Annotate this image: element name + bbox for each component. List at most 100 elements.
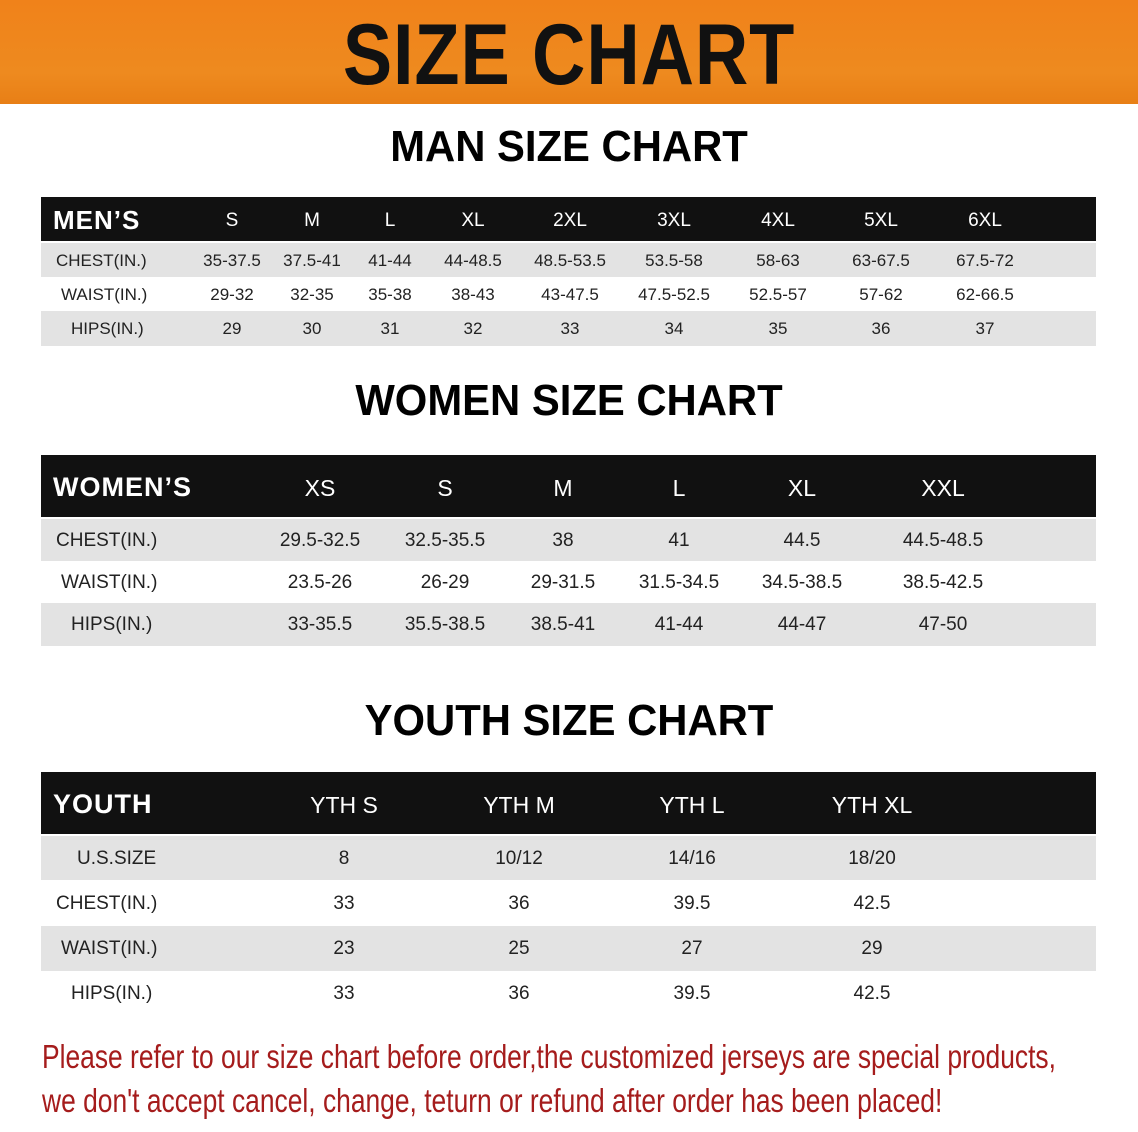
table-cell: 33-35.5 (287, 614, 353, 635)
size-header: YTH L (659, 791, 725, 818)
table-row: HIPS(IN.) 29 30 31 32 33 34 35 36 37 (41, 311, 1096, 346)
table-cell: 26-29 (420, 571, 470, 593)
row-label: WAIST(IN.) (61, 938, 158, 959)
women-title: WOMEN SIZE CHART (355, 376, 783, 425)
table-cell: 29 (222, 319, 242, 338)
size-header: 5XL (864, 209, 898, 231)
table-row: WAIST(IN.) 23.5-26 26-29 29-31.5 31.5-34.5 34… (41, 561, 1096, 603)
table-cell: 53.5-58 (645, 250, 703, 270)
table-row: WAIST(IN.) 29-32 32-35 35-38 38-43 43-47.5 47.… (41, 277, 1096, 311)
table-cell: 48.5-53.5 (534, 250, 606, 270)
header-row: WOMEN’S XS S M L XL XXL (41, 455, 1096, 517)
table-cell: 8 (338, 847, 350, 869)
table-cell: 18/20 (848, 847, 896, 869)
notice-line-1: Please refer to our size chart before or… (42, 1038, 1056, 1075)
table-cell: 38-43 (451, 284, 495, 304)
youth-title: YOUTH SIZE CHART (364, 696, 774, 745)
size-header: 6XL (968, 209, 1002, 231)
table-cell: 41 (668, 529, 690, 551)
table-cell: 33 (333, 983, 355, 1004)
youth-size-table: YOUTH YTH S YTH M YTH L YTH XL U.S.SIZE 8 10/12… (41, 772, 1096, 1016)
table-cell: 32.5-35.5 (404, 529, 486, 551)
table-cell: 36 (508, 892, 530, 914)
size-header: YTH S (310, 791, 378, 818)
row-label: CHEST(IN.) (56, 529, 158, 551)
size-header: M (304, 209, 320, 231)
table-cell: 37.5-41 (283, 250, 341, 270)
banner-title: SIZE CHART (342, 7, 796, 103)
row-label: WAIST(IN.) (61, 571, 158, 593)
table-cell: 29.5-32.5 (279, 529, 361, 551)
size-header: 3XL (657, 209, 691, 231)
table-cell: 41-44 (654, 614, 704, 635)
table-cell: 41-44 (368, 250, 412, 270)
table-cell: 39.5 (673, 892, 711, 914)
table-cell: 44-48.5 (444, 250, 502, 270)
table-cell: 43-47.5 (541, 284, 599, 304)
table-cell: 37 (975, 319, 995, 338)
table-cell: 42.5 (853, 892, 891, 914)
corner-label: YOUTH (53, 788, 153, 819)
table-cell: 32-35 (290, 284, 334, 304)
size-header: L (672, 474, 686, 501)
table-cell: 44.5-48.5 (902, 529, 984, 551)
men-size-table: MEN’S S M L XL 2XL 3XL 4XL 5XL 6XL CHEST(IN.) 35-37… (41, 197, 1096, 346)
size-header: 2XL (553, 209, 587, 231)
table-cell: 36 (871, 319, 891, 338)
size-header: YTH M (483, 791, 555, 818)
table-cell: 35-38 (368, 284, 412, 304)
table-cell: 29-32 (210, 284, 254, 304)
size-header: S (437, 474, 453, 501)
table-cell: 23 (333, 938, 355, 959)
table-cell: 35-37.5 (203, 250, 261, 270)
corner-label: WOMEN’S (53, 471, 192, 502)
header-row: YOUTH YTH S YTH M YTH L YTH XL (41, 772, 1096, 834)
row-label: CHEST(IN.) (56, 250, 147, 270)
table-cell: 44.5 (783, 529, 821, 551)
table-cell: 25 (508, 938, 530, 959)
header-row: MEN’S S M L XL 2XL 3XL 4XL 5XL 6XL (41, 197, 1096, 241)
row-label: WAIST(IN.) (61, 284, 148, 304)
table-cell: 27 (681, 938, 703, 959)
table-row: WAIST(IN.) 23 25 27 29 (41, 926, 1096, 971)
row-label: HIPS(IN.) (71, 319, 144, 338)
table-row: CHEST(IN.) 35-37.5 37.5-41 41-44 44-48.5 48.5… (41, 243, 1096, 277)
table-cell: 29 (861, 938, 883, 959)
banner: SIZE CHART (0, 0, 1138, 104)
table-cell: 35.5-38.5 (404, 614, 486, 635)
row-label: HIPS(IN.) (71, 614, 153, 635)
table-cell: 34.5-38.5 (761, 571, 843, 593)
size-header: XL (787, 474, 817, 501)
size-header: M (553, 474, 573, 501)
table-cell: 58-63 (756, 250, 800, 270)
table-row: U.S.SIZE 8 10/12 14/16 18/20 (41, 836, 1096, 880)
size-header: YTH XL (831, 791, 913, 818)
table-cell: 23.5-26 (287, 571, 353, 593)
men-title: MAN SIZE CHART (390, 122, 748, 171)
row-label: CHEST(IN.) (56, 892, 158, 914)
table-cell: 31.5-34.5 (638, 571, 720, 593)
table-cell: 33 (333, 892, 355, 914)
table-cell: 62-66.5 (956, 284, 1014, 304)
table-cell: 44-47 (777, 614, 827, 635)
size-header: S (225, 209, 239, 231)
table-cell: 30 (302, 319, 322, 338)
size-header: L (384, 209, 396, 231)
table-cell: 10/12 (495, 847, 543, 869)
table-cell: 47-50 (918, 614, 968, 635)
table-cell: 14/16 (668, 847, 716, 869)
table-cell: 38 (552, 529, 574, 551)
table-row: HIPS(IN.) 33 36 39.5 42.5 (41, 971, 1096, 1016)
table-cell: 67.5-72 (956, 250, 1014, 270)
table-cell: 31 (380, 319, 400, 338)
table-cell: 52.5-57 (749, 284, 807, 304)
table-cell: 35 (768, 319, 788, 338)
table-row: HIPS(IN.) 33-35.5 35.5-38.5 38.5-41 41-44 44-… (41, 603, 1096, 646)
size-header: XS (304, 474, 336, 501)
row-label: U.S.SIZE (77, 847, 157, 869)
table-cell: 34 (664, 319, 684, 338)
size-header: 4XL (761, 209, 795, 231)
table-cell: 32 (463, 319, 483, 338)
size-header: XXL (921, 474, 965, 501)
women-size-table: WOMEN’S XS S M L XL XXL CHEST(IN.) 29.5-32.5 32.5… (41, 455, 1096, 646)
